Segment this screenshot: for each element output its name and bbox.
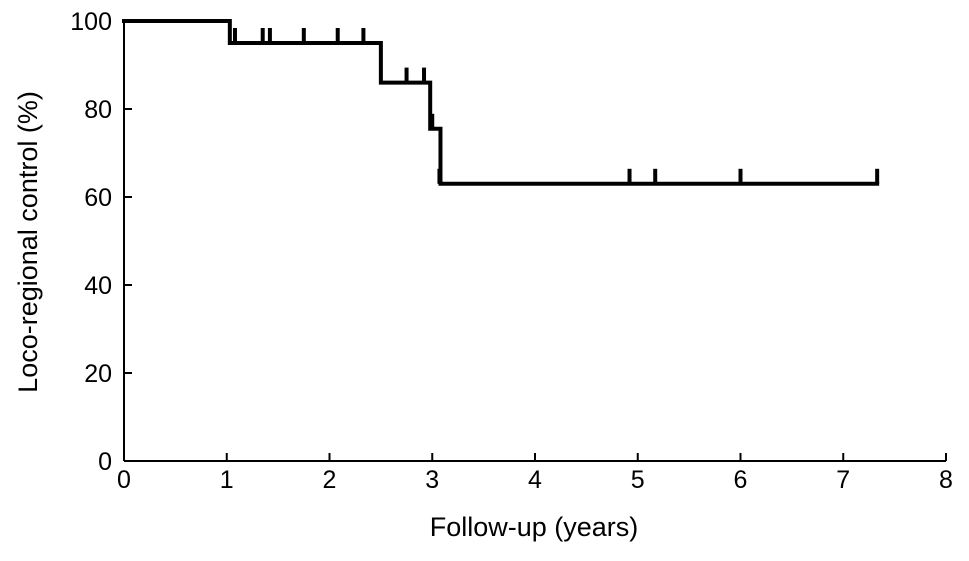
x-tick-label: 3 xyxy=(425,466,439,494)
x-tick-label: 6 xyxy=(734,466,748,494)
y-tick-label: 20 xyxy=(84,360,112,388)
y-tick-label: 60 xyxy=(84,184,112,212)
y-tick-label: 100 xyxy=(70,8,112,36)
y-axis-label: Loco-regional control (%) xyxy=(13,91,43,393)
x-tick-label: 0 xyxy=(117,466,131,494)
x-tick-label: 4 xyxy=(528,466,542,494)
x-tick-label: 1 xyxy=(220,466,234,494)
x-tick-label: 7 xyxy=(836,466,850,494)
y-tick-label: 0 xyxy=(98,448,112,476)
survival-step-line xyxy=(122,19,880,186)
y-tick-label: 80 xyxy=(84,96,112,124)
series xyxy=(122,19,880,186)
x-tick-label: 5 xyxy=(631,466,645,494)
x-tick-label: 2 xyxy=(323,466,337,494)
y-tick-label: 40 xyxy=(84,272,112,300)
axes xyxy=(123,21,946,462)
x-axis-label: Follow-up (years) xyxy=(430,512,639,542)
x-tick-label: 8 xyxy=(939,466,953,494)
